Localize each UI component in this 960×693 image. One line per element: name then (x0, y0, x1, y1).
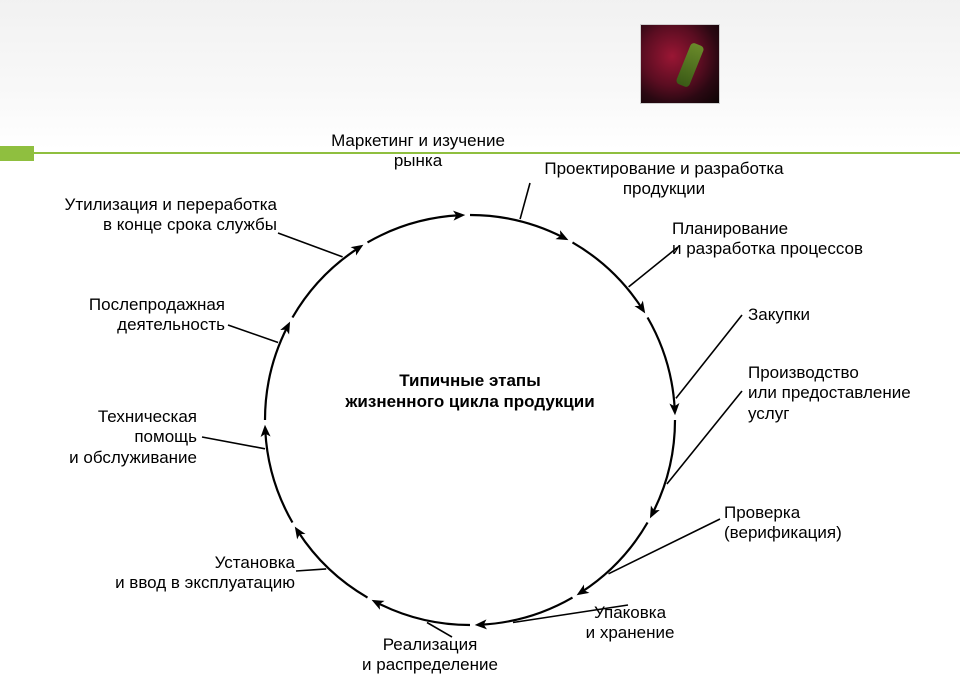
lifecycle-diagram: Типичные этапыжизненного цикла продукции… (0, 135, 960, 693)
stage-label: Установкаи ввод в эксплуатацию (95, 553, 295, 594)
stage-label: Упаковкаи хранение (560, 603, 700, 644)
stage-label: Проверка(верификация) (724, 503, 842, 544)
stage-label: Маркетинг и изучениерынка (298, 131, 538, 172)
stage-label: Планированиеи разработка процессов (672, 219, 863, 260)
page: Типичные этапыжизненного цикла продукции… (0, 0, 960, 693)
header-background (0, 0, 960, 150)
stage-label: Закупки (748, 305, 810, 325)
stage-label: Производствоили предоставлениеуслуг (748, 363, 911, 424)
flower-image-icon (640, 24, 720, 104)
stage-label: Утилизация и переработкав конце срока сл… (27, 195, 277, 236)
diagram-center-title: Типичные этапыжизненного цикла продукции (320, 370, 620, 413)
stage-label: Послепродажнаядеятельность (65, 295, 225, 336)
stage-label: Проектирование и разработкапродукции (514, 159, 814, 200)
stage-label: Реализацияи распределение (340, 635, 520, 676)
stage-label: Техническаяпомощьи обслуживание (27, 407, 197, 468)
